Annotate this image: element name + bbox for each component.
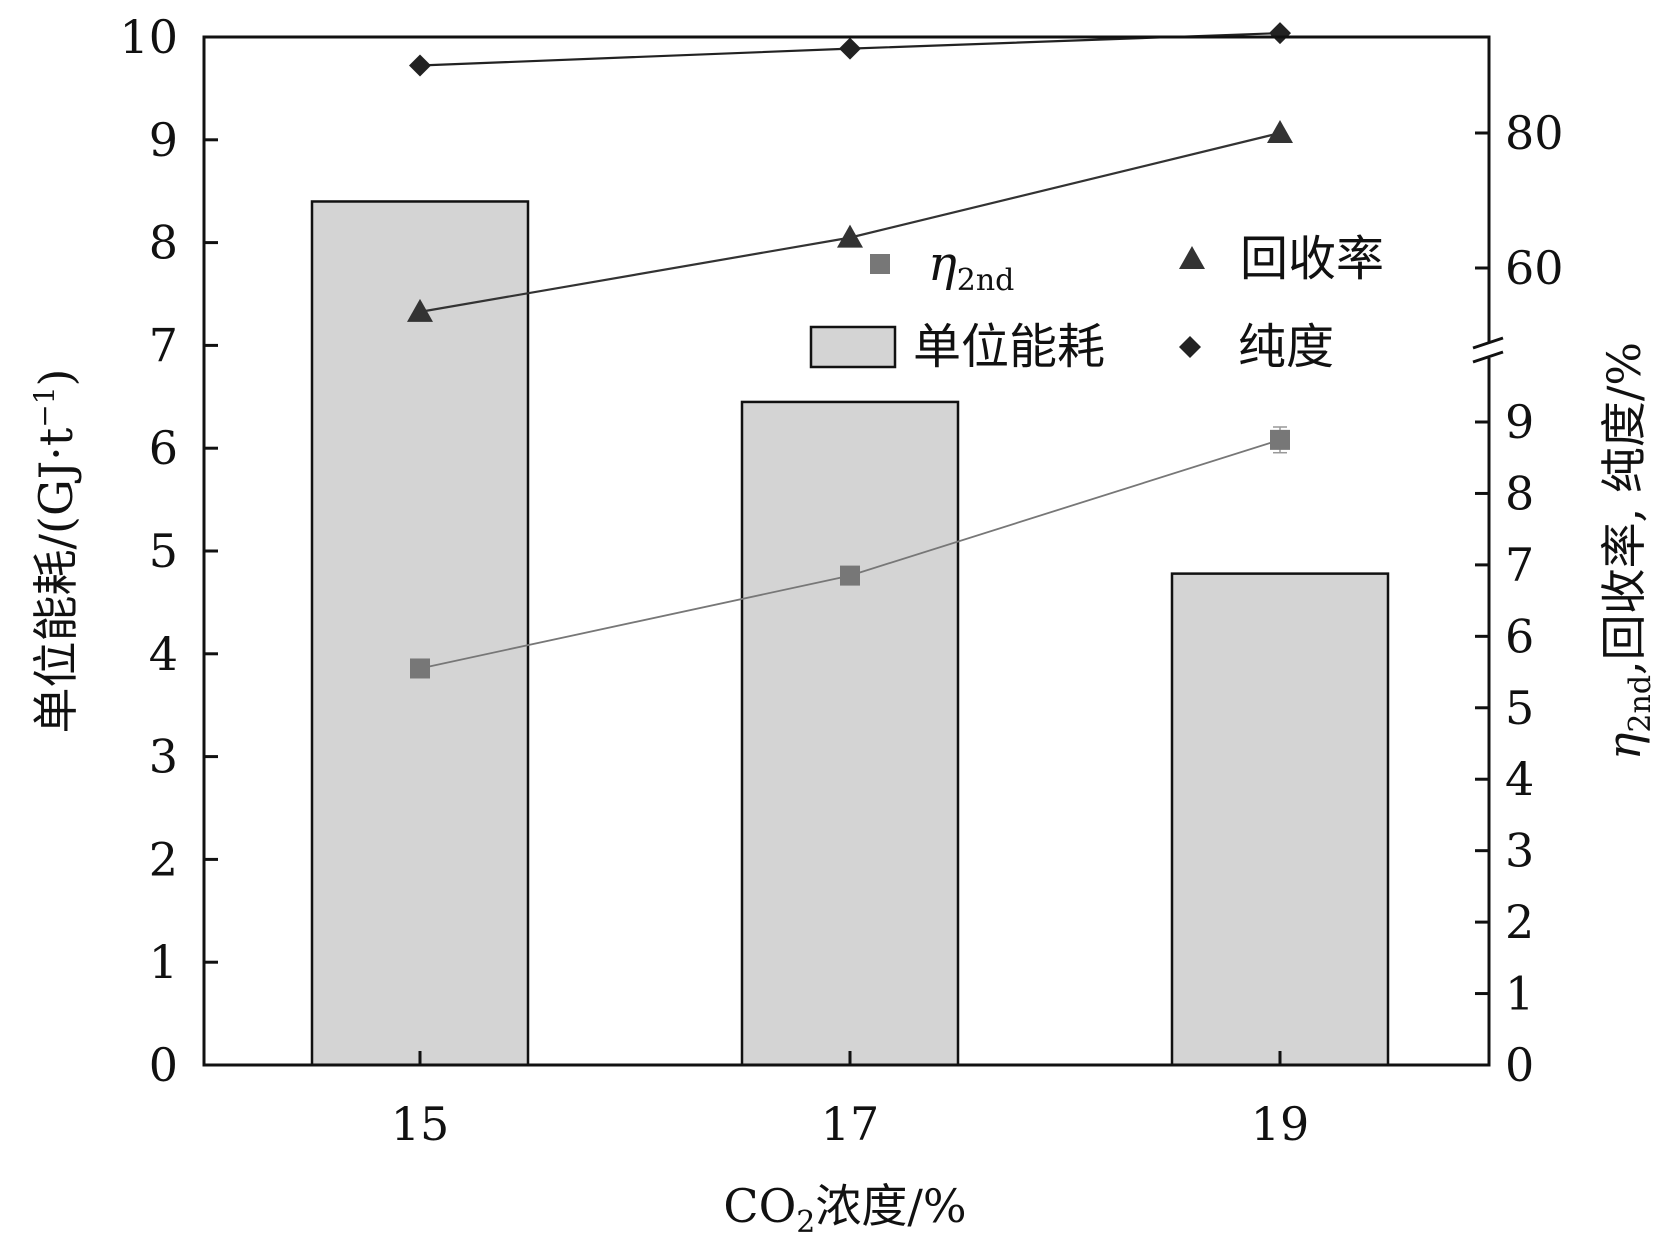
legend-marker [1179,246,1205,269]
legend-label: 单位能耗 [913,319,1105,375]
bar [740,400,960,1067]
right-tick-label: 8 [1505,466,1534,520]
left-tick-label: 0 [149,1038,178,1092]
legend-label-main: 回收率 [1240,231,1384,287]
legend-label-main: 单位能耗 [913,319,1105,375]
left-tick-label: 10 [119,10,178,64]
right-tick-label: 9 [1505,395,1534,449]
right-tick-label: 1 [1505,967,1534,1021]
data-point [410,658,430,679]
bar [310,200,530,1067]
legend-label: η2nd [928,236,1014,298]
x-tick-label: 15 [391,1097,450,1151]
right-tick-label: 6 [1505,609,1534,663]
x-tick-label: 17 [821,1097,880,1151]
right-tick-label: 7 [1505,538,1534,592]
right-tick-label: 0 [1505,1038,1534,1092]
right-tick-label: 5 [1505,681,1534,735]
left-tick-label: 4 [149,627,178,681]
bars-layer [310,200,1390,1067]
bar [1170,572,1390,1067]
data-point [839,37,861,60]
right-tick-label: 3 [1505,824,1534,878]
right-axis-title: η2nd,回收率, 纯度/% [1597,342,1658,760]
axis-break-mark [1472,350,1504,364]
data-point [837,224,863,248]
series-line [419,131,1281,313]
left-tick-label: 6 [149,421,178,475]
data-point [409,54,431,77]
right-tick-label: 80 [1505,106,1564,160]
legend-label-main: 纯度 [1238,319,1334,375]
data-point [1267,120,1293,143]
legend-marker [870,254,890,274]
left-axis: 0 1 2 3 4 5 6 7 8 9 10 [119,10,218,1092]
right-tick-label: 60 [1505,241,1564,295]
legend-label-main: η [928,236,957,292]
left-tick-label: 3 [149,730,178,784]
data-point [1269,22,1291,45]
left-tick-label: 1 [149,935,178,989]
right-axis: 0 1 2 3 4 5 6 7 8 9 60 80 [1472,106,1564,1092]
left-tick-label: 9 [149,113,178,167]
right-tick-label: 2 [1505,895,1534,949]
data-point [840,565,860,586]
data-point [407,298,433,322]
legend-swatch [809,325,897,369]
left-tick-label: 2 [149,832,178,886]
legend-label: 回收率 [1240,231,1384,287]
legend-label-sub: 2nd [957,263,1015,298]
right-tick-label: 4 [1505,752,1534,806]
lines-layer [407,22,1293,679]
axis-break-mark [1472,336,1504,350]
left-axis-title: 单位能耗/(GJ·t−1) [28,369,83,734]
left-tick-label: 5 [149,524,178,578]
left-tick-label: 8 [149,216,178,270]
legend-marker [1179,336,1201,358]
x-axis-title: CO2浓度/% [723,1179,966,1240]
x-axis: 15 17 19 [391,1051,1310,1151]
x-tick-label: 19 [1251,1097,1310,1151]
left-tick-label: 7 [149,318,178,372]
data-point [1270,429,1290,450]
legend-label: 纯度 [1238,319,1334,375]
